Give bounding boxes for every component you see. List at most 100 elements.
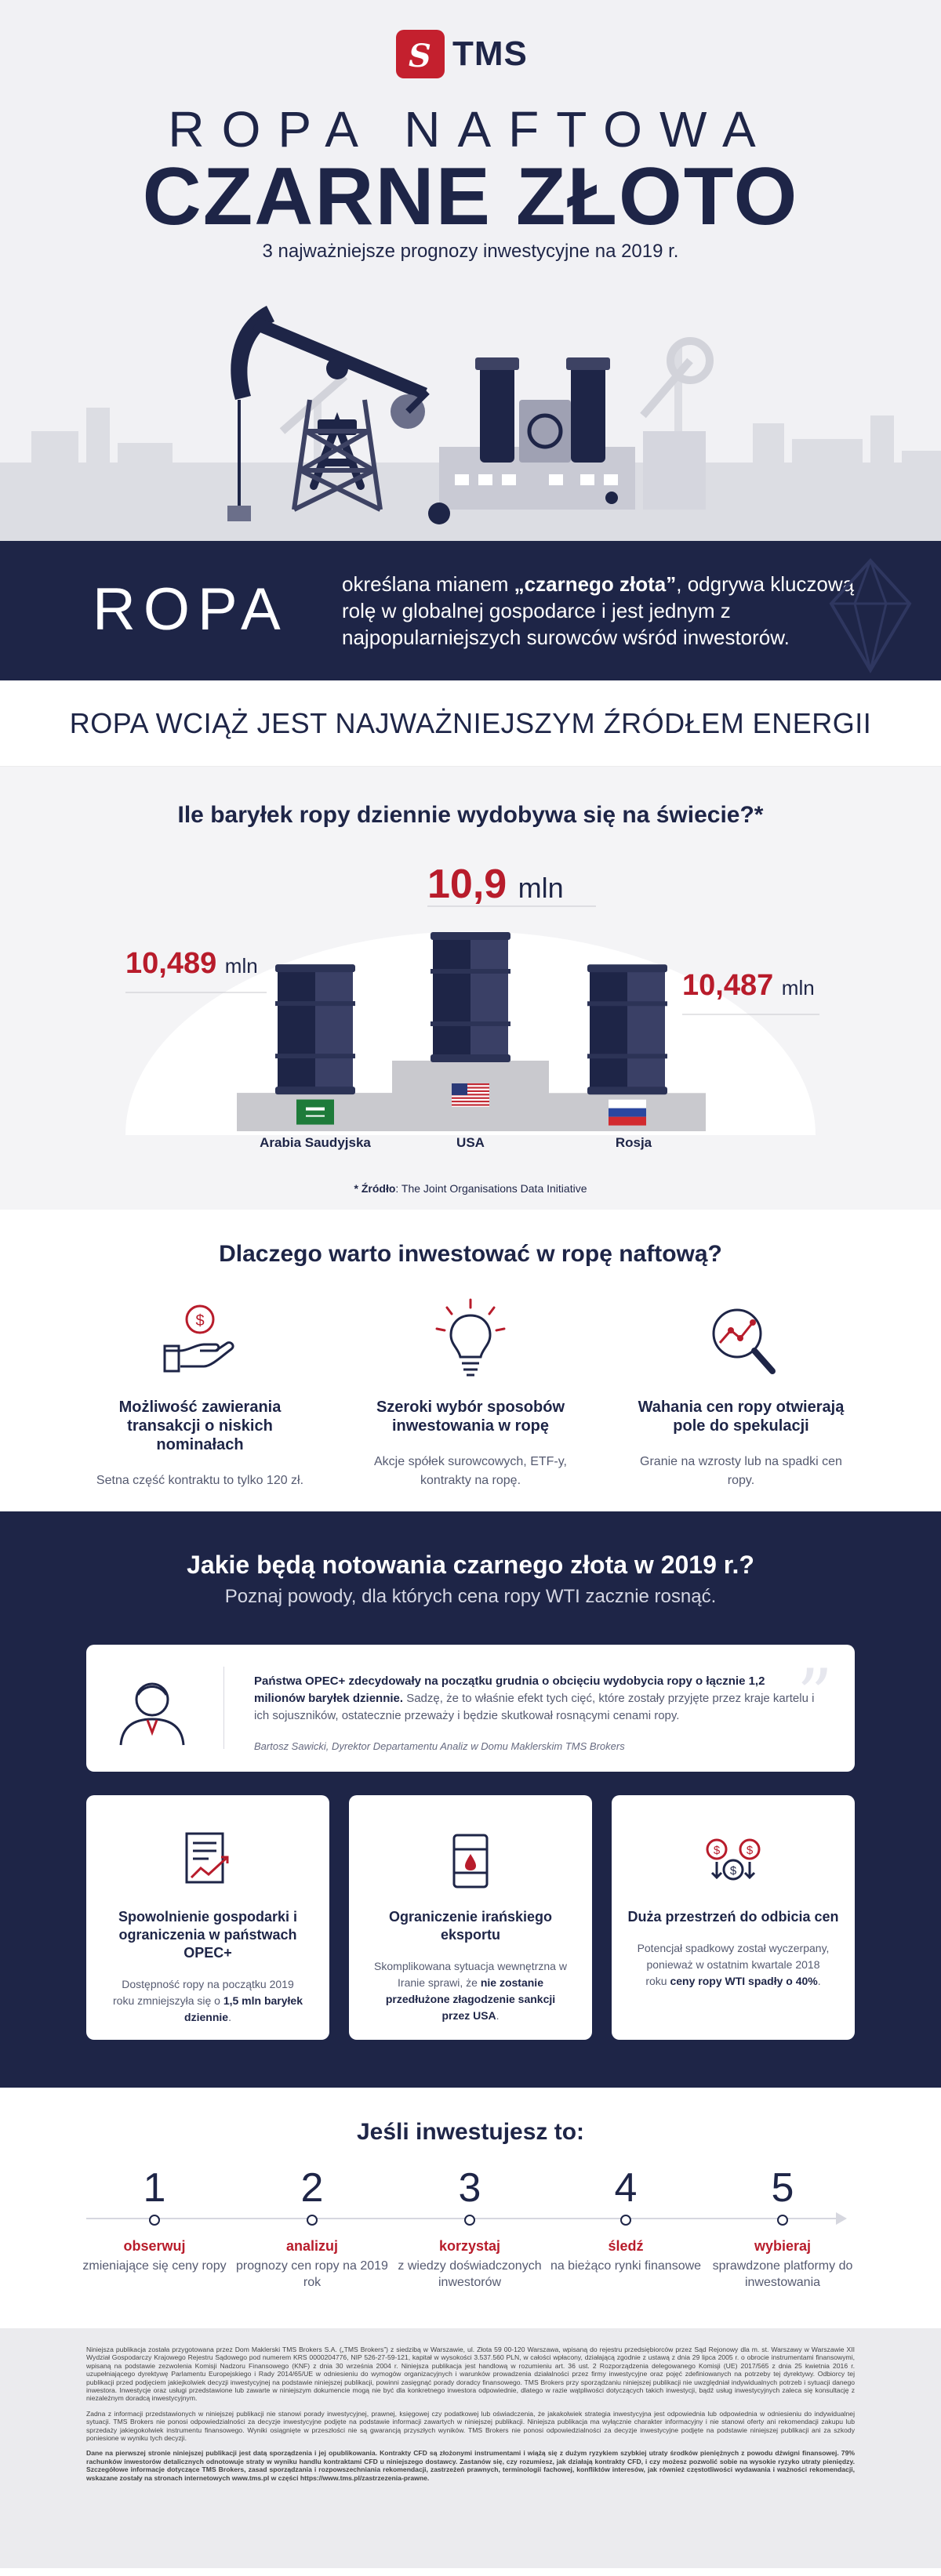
energy-heading: ROPA WCIĄŻ JEST NAJWAŻNIEJSZYM ŹRÓDŁEM E… — [69, 706, 872, 739]
legal-paragraph-1: Niniejsza publikacja została przygotowan… — [86, 2346, 855, 2403]
barrel-shade-2 — [627, 966, 665, 1094]
flag-saudi-arabia-icon — [296, 1099, 334, 1125]
forecast-card-1-after: . — [228, 2011, 231, 2023]
document-chart-icon — [185, 1832, 229, 1884]
forecast-card-iran: Ograniczenie irańskiego eksportu Skompli… — [349, 1795, 592, 2040]
logo-text: TMS — [452, 34, 528, 73]
barrel-rim-low-1 — [431, 1021, 510, 1026]
forecast-card-3-before: Potencjał spadkowy został wyczerpany, po… — [637, 1942, 830, 1987]
tms-logo-icon: S — [396, 30, 445, 78]
ropa-intro-band: ROPA określana mianem „czarnego złota”, … — [0, 541, 941, 680]
barrel-lid-2 — [587, 964, 667, 973]
diamond-decoration-icon — [829, 558, 912, 673]
why-title-3: Wahania cen ropy otwierają pole do speku… — [638, 1399, 845, 1435]
oil-production-chart: Ile baryłek ropy dziennie wydobywa się n… — [0, 767, 941, 1210]
step-desc: zmieniające się ceny ropy — [82, 2259, 227, 2273]
why-heading: Dlaczego warto inwestować w ropę naftową… — [219, 1241, 722, 1267]
why-item-low-nominal: $ Możliwość zawierania transakcji o nisk… — [90, 1296, 310, 1490]
quote-divider — [223, 1667, 224, 1749]
source-text: : The Joint Organisations Data Initiativ… — [395, 1182, 587, 1195]
flag-saudi-sword — [306, 1115, 325, 1117]
barrel-base-2 — [587, 1087, 667, 1095]
legal-paragraph-2: Zadna z informacji przedstawionych w nin… — [86, 2409, 855, 2443]
forecast-card-1-bold: 1,5 mln baryłek dziennie — [184, 1994, 303, 2023]
expert-quote-card: ” Państwa OPEC+ zdecydowały na początku … — [86, 1645, 855, 1772]
value-label-russia: 10,487 mln — [682, 969, 815, 1003]
forecast-card-2-bold: nie zostanie przedłużone złagodzenie san… — [385, 1976, 556, 2022]
forecast-subheading: Poznaj powody, dla których cena ropy WTI… — [224, 1586, 717, 1607]
energy-heading-section: ROPA WCIĄŻ JEST NAJWAŻNIEJSZYM ŹRÓDŁEM E… — [0, 680, 941, 767]
why-text-1: Setna część kontraktu to tylko 120 zł. — [96, 1474, 304, 1487]
ropa-description: określana mianem „czarnego złota”, odgry… — [342, 571, 875, 651]
why-invest-section: Dlaczego warto inwestować w ropę naftową… — [0, 1210, 941, 1511]
step-4: 4 śledź na bieżąco rynki finansowe — [547, 2164, 704, 2274]
forecast-heading: Jakie będą notowania czarnego złota w 20… — [187, 1551, 754, 1579]
forecast-card-text-1: Dostępność ropy na początku 2019 roku zm… — [110, 1976, 306, 2026]
why-title-2: Szeroki wybór sposobów inwestowania w ro… — [376, 1399, 565, 1435]
forecast-card-2-after: . — [496, 2009, 500, 2022]
quote-rest: Sadzę, że to właśnie efekt tych cięć, kt… — [254, 1692, 815, 1722]
country-label-russia: Rosja — [615, 1135, 652, 1150]
barrel-rim-low-2 — [587, 1054, 667, 1059]
ropa-desc-after: , odgrywa kluczową rolę w globalnej gosp… — [342, 572, 855, 649]
flag-russia-blue — [609, 1108, 646, 1117]
title-line-1: ROPA NAFTOWA — [168, 101, 773, 158]
value-number-usa: 10,9 — [427, 862, 507, 907]
flag-usa-stripe — [452, 1097, 489, 1099]
step-number: 2 — [300, 2165, 324, 2211]
lightbulb-icon — [435, 1298, 506, 1377]
barrel-base-0 — [275, 1087, 355, 1095]
flag-usa-stripe — [452, 1104, 489, 1106]
why-title-1: Możliwość zawierania transakcji o niskic… — [118, 1399, 282, 1453]
source-note: * Źródło: The Joint Organisations Data I… — [0, 1182, 941, 1195]
step-3: 3 korzystaj z wiedzy doświadczonych inwe… — [391, 2164, 548, 2291]
steps-timeline-line — [86, 2218, 839, 2219]
forecast-card-rebound: $ $ $ Duża przestrzeń do odbicia cen Pot… — [612, 1795, 855, 2040]
why-item-wide-choice: Szeroki wybór sposobów inwestowania w ro… — [361, 1296, 580, 1490]
quote-mark-icon: ” — [796, 1654, 833, 1736]
source-label: * Źródło — [354, 1182, 396, 1195]
analyst-avatar-icon — [119, 1682, 185, 1746]
legal-disclaimer: Niniejsza publikacja została przygotowan… — [0, 2328, 941, 2568]
step-dot — [307, 2215, 318, 2226]
forecast-card-title-3: Duża przestrzeń do odbicia cen — [627, 1909, 839, 1925]
steps-heading: Jeśli inwestujesz to: — [356, 2119, 585, 2145]
barrel-rim-1 — [431, 969, 510, 974]
forecast-card-text-2: Skomplikowana sytuacja wewnętrzna w Iran… — [372, 1958, 569, 2024]
value-label-saudi: 10,489 mln — [125, 947, 258, 981]
flag-russia-red — [609, 1116, 646, 1126]
flag-usa-stripe — [452, 1094, 489, 1096]
step-verb: obserwuj — [123, 2238, 186, 2254]
step-verb: analizuj — [285, 2238, 338, 2254]
barrel-shade-0 — [315, 966, 353, 1094]
flag-russia-icon — [609, 1099, 646, 1108]
value-number-russia: 10,487 — [682, 969, 774, 1002]
forecast-section: Jakie będą notowania czarnego złota w 20… — [0, 1511, 941, 2088]
step-desc: prognozy cen ropy na 2019 rok — [236, 2259, 388, 2289]
step-desc: na bieżąco rynki finansowe — [550, 2259, 702, 2273]
barrel-base-1 — [431, 1054, 510, 1062]
step-verb: wybieraj — [754, 2238, 812, 2254]
production-heading: Ile baryłek ropy dziennie wydobywa się n… — [177, 802, 764, 828]
why-text-2: Akcje spółek surowcowych, ETF-y, kontrak… — [374, 1455, 567, 1487]
hero-section: S TMS ROPA NAFTOWA CZARNE ZŁOTO 3 najważ… — [0, 0, 941, 541]
value-label-usa: 10,9 mln — [427, 861, 564, 908]
step-dot — [464, 2215, 475, 2226]
flag-usa-stripe — [452, 1087, 489, 1089]
forecast-card-3-after: . — [817, 1975, 821, 1987]
forecast-card-title-1: Spowolnienie gospodarki i ograniczenia w… — [118, 1909, 298, 1961]
value-number-saudi: 10,489 — [125, 947, 217, 980]
value-unit-saudi: mln — [224, 954, 258, 978]
forecast-card-2-before: Skomplikowana sytuacja wewnętrzna w Iran… — [374, 1960, 567, 1989]
quote-text: Państwa OPEC+ zdecydowały na początku gr… — [254, 1673, 819, 1725]
step-dot — [620, 2215, 631, 2226]
why-item-price-swings: Wahania cen ropy otwierają pole do speku… — [631, 1296, 851, 1490]
svg-text:$: $ — [195, 1312, 204, 1330]
step-5: 5 wybieraj sprawdzone platformy do inwes… — [704, 2164, 861, 2291]
tms-logo[interactable]: S TMS — [396, 30, 528, 78]
oil-barrel-icon — [452, 1834, 489, 1888]
flag-usa-stripe — [452, 1101, 489, 1103]
forecast-card-opec: Spowolnienie gospodarki i ograniczenia w… — [86, 1795, 329, 2040]
barrel-rim-2 — [587, 1001, 667, 1007]
hero-subtitle: 3 najważniejsze prognozy inwestycyjne na… — [262, 241, 679, 262]
